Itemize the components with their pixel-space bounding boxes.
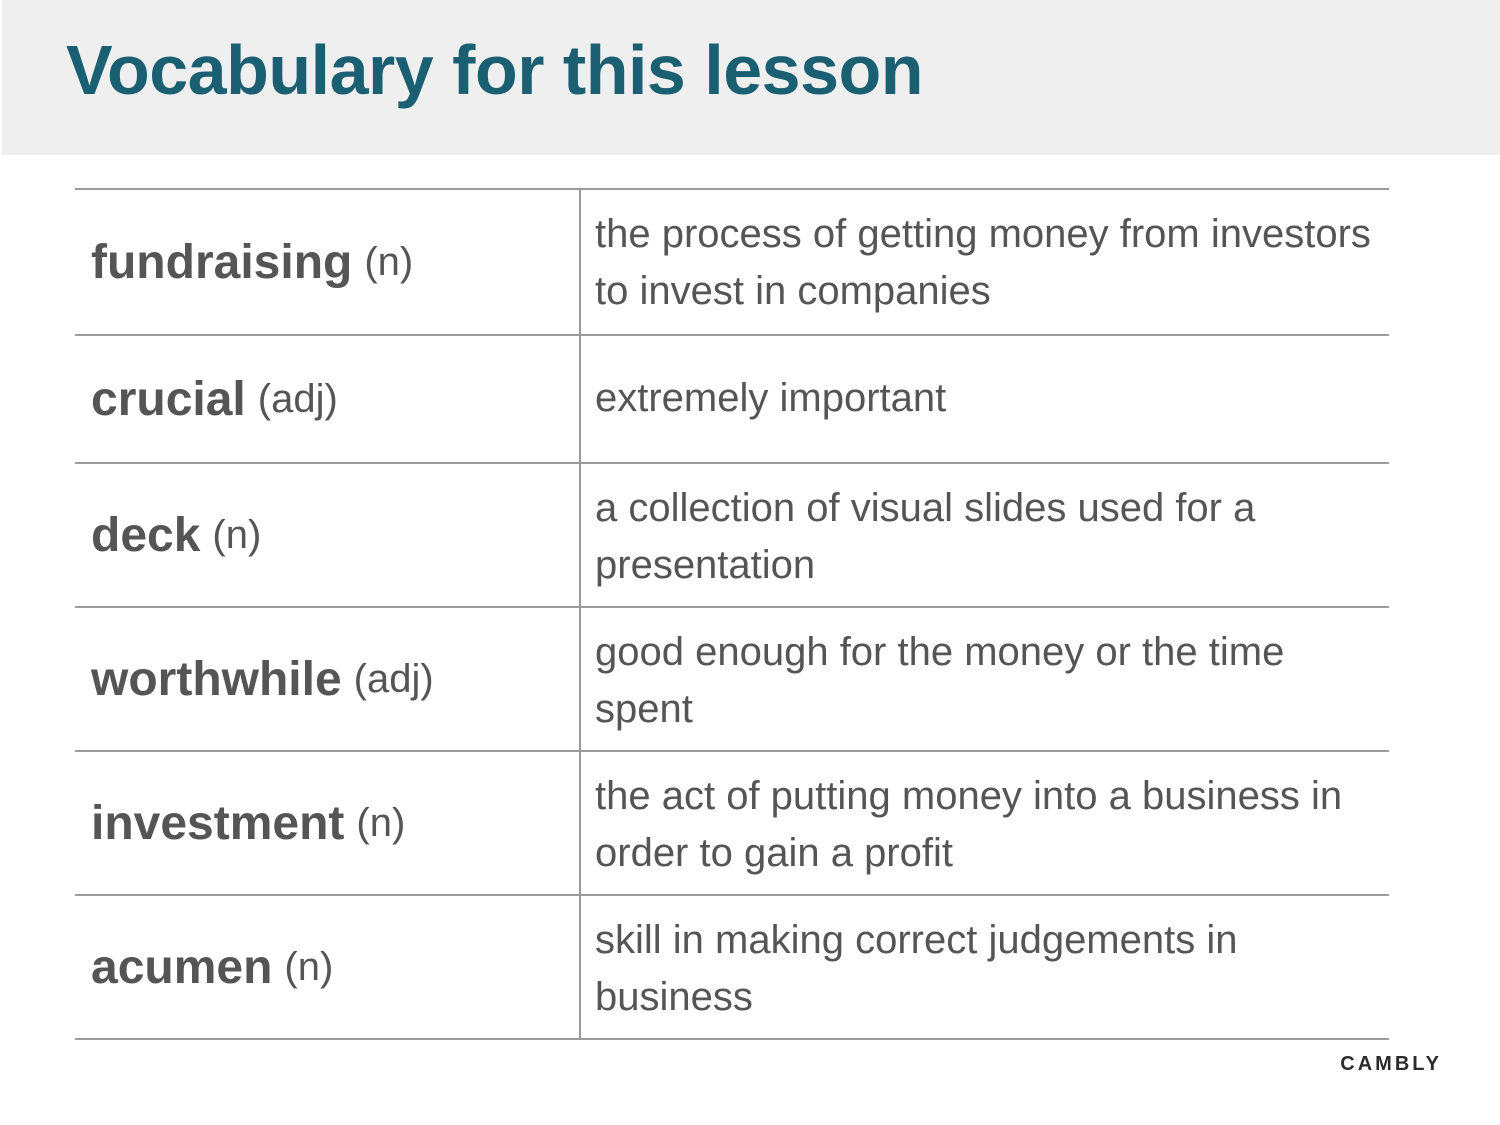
definition-cell: skill in making correct judgements in bu… bbox=[595, 918, 1238, 1019]
definition-cell: the process of getting money from invest… bbox=[595, 212, 1371, 313]
term-cell: crucial (adj) bbox=[75, 336, 581, 462]
vocabulary-table: fundraising (n) the process of getting m… bbox=[75, 188, 1389, 1040]
term-word: crucial bbox=[91, 372, 246, 426]
term-cell: worthwhile (adj) bbox=[75, 608, 581, 750]
term-word: worthwhile bbox=[91, 652, 342, 706]
table-row: crucial (adj) extremely important bbox=[75, 336, 1389, 464]
term-cell: deck (n) bbox=[75, 464, 581, 606]
part-of-speech: (n) bbox=[364, 239, 414, 284]
term-cell: acumen (n) bbox=[75, 896, 581, 1038]
part-of-speech: (n) bbox=[356, 800, 406, 845]
part-of-speech: (adj) bbox=[257, 376, 338, 421]
definition-cell: a collection of visual slides used for a… bbox=[595, 486, 1256, 587]
table-row: fundraising (n) the process of getting m… bbox=[75, 190, 1389, 336]
term-cell: investment (n) bbox=[75, 752, 581, 894]
term-word: acumen bbox=[91, 940, 273, 994]
part-of-speech: (n) bbox=[212, 512, 262, 557]
part-of-speech: (n) bbox=[284, 944, 334, 989]
header-band: Vocabulary for this lesson bbox=[2, 0, 1500, 155]
term-word: deck bbox=[91, 508, 201, 562]
page-title: Vocabulary for this lesson bbox=[66, 31, 924, 109]
definition-cell: extremely important bbox=[595, 376, 947, 420]
term-word: fundraising bbox=[91, 235, 353, 289]
definition-cell: good enough for the money or the time sp… bbox=[595, 630, 1285, 731]
term-word: investment bbox=[91, 796, 345, 850]
table-row: investment (n) the act of putting money … bbox=[75, 752, 1389, 896]
table-row: acumen (n) skill in making correct judge… bbox=[75, 896, 1389, 1040]
brand-logo: CAMBLY bbox=[1340, 1053, 1442, 1075]
table-row: deck (n) a collection of visual slides u… bbox=[75, 464, 1389, 608]
definition-cell: the act of putting money into a business… bbox=[595, 774, 1343, 875]
table-row: worthwhile (adj) good enough for the mon… bbox=[75, 608, 1389, 752]
term-cell: fundraising (n) bbox=[75, 190, 581, 334]
part-of-speech: (adj) bbox=[353, 656, 434, 701]
